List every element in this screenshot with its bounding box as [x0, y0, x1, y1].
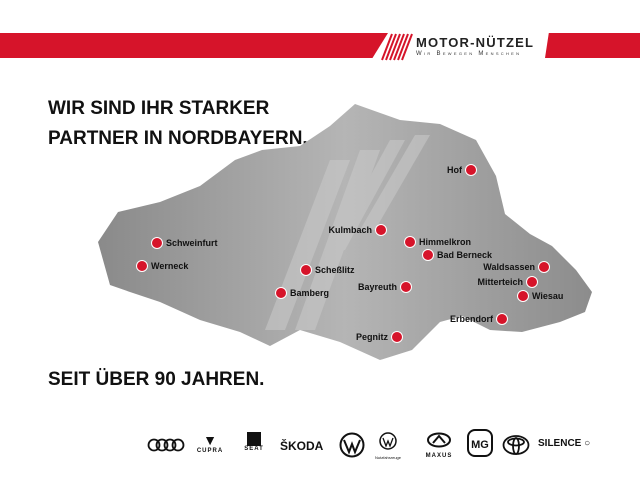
- location-pin[interactable]: [375, 224, 387, 236]
- header-red-bar-left: [0, 33, 388, 58]
- location-label: Bayreuth: [358, 282, 397, 292]
- location-pin[interactable]: [300, 264, 312, 276]
- location-label: Wiesau: [532, 291, 563, 301]
- toyota-logo-icon: [502, 435, 530, 455]
- headline: WIR SIND IHR STARKER PARTNER IN NORDBAYE…: [48, 98, 308, 149]
- location-pin[interactable]: [404, 236, 416, 248]
- location-pin[interactable]: [496, 313, 508, 325]
- location-pin[interactable]: [465, 164, 477, 176]
- mg-logo: MG: [467, 429, 493, 457]
- location-label: Waldsassen: [483, 262, 535, 272]
- location-pin[interactable]: [422, 249, 434, 261]
- silence-logo: SILENCE ○: [538, 438, 591, 449]
- location-pin[interactable]: [400, 281, 412, 293]
- location-label: Hof: [447, 165, 463, 175]
- seat-logo: SEAT: [237, 432, 271, 452]
- motor-nuetzel-logo-icon: [381, 33, 413, 61]
- location-pin[interactable]: [526, 276, 538, 288]
- region-map: Schweinfurt Werneck Scheßlitz Bamberg Kulmba…: [98, 104, 592, 360]
- volkswagen-logo-icon: [339, 432, 365, 458]
- location-label: Pegnitz: [356, 332, 389, 342]
- location-label: Bamberg: [290, 288, 329, 298]
- location-label: Schweinfurt: [166, 238, 218, 248]
- location-label: Erbendorf: [450, 314, 494, 324]
- location-label: Scheßlitz: [315, 265, 355, 275]
- location-label: Kulmbach: [328, 225, 372, 235]
- location-pin[interactable]: [275, 287, 287, 299]
- location-pin[interactable]: [151, 237, 163, 249]
- location-pin[interactable]: [136, 260, 148, 272]
- brand-logos: ▼ CUPRA SEAT ŠKODA Nutzfahrzeuge MAXUS MG…: [145, 429, 605, 462]
- maxus-logo: MAXUS: [418, 432, 460, 459]
- location-label: Mitterteich: [477, 277, 523, 287]
- vw-nutzfahrzeuge-logo: Nutzfahrzeuge: [371, 432, 405, 460]
- location-label: Himmelkron: [419, 237, 471, 247]
- cupra-logo: ▼ CUPRA: [196, 432, 224, 454]
- skoda-logo: ŠKODA: [280, 439, 324, 453]
- location-label: Bad Berneck: [437, 250, 493, 260]
- header-red-bar-right: [545, 33, 640, 58]
- subheadline: SEIT ÜBER 90 JAHREN.: [48, 369, 265, 390]
- location-pin[interactable]: [517, 290, 529, 302]
- location-label: Werneck: [151, 261, 189, 271]
- location-pin[interactable]: [391, 331, 403, 343]
- audi-logo-icon: [147, 438, 185, 452]
- location-pin[interactable]: [538, 261, 550, 273]
- brand-name: MOTOR-NÜTZEL: [416, 35, 535, 50]
- brand-tagline: Wir Bewegen Menschen: [416, 51, 522, 57]
